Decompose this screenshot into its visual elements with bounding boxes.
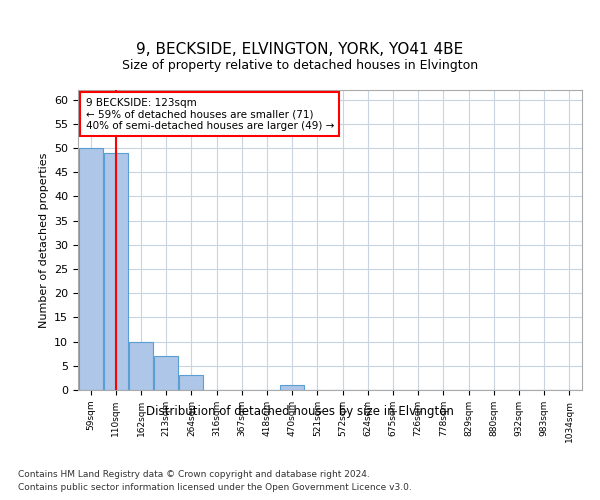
Text: 9 BECKSIDE: 123sqm
← 59% of detached houses are smaller (71)
40% of semi-detache: 9 BECKSIDE: 123sqm ← 59% of detached hou… — [86, 98, 334, 130]
Text: Size of property relative to detached houses in Elvington: Size of property relative to detached ho… — [122, 60, 478, 72]
Bar — [154, 356, 178, 390]
Bar — [104, 153, 128, 390]
Text: Distribution of detached houses by size in Elvington: Distribution of detached houses by size … — [146, 405, 454, 418]
Y-axis label: Number of detached properties: Number of detached properties — [38, 152, 49, 328]
Text: 9, BECKSIDE, ELVINGTON, YORK, YO41 4BE: 9, BECKSIDE, ELVINGTON, YORK, YO41 4BE — [136, 42, 464, 58]
Text: Contains HM Land Registry data © Crown copyright and database right 2024.: Contains HM Land Registry data © Crown c… — [18, 470, 370, 479]
Text: Contains public sector information licensed under the Open Government Licence v3: Contains public sector information licen… — [18, 482, 412, 492]
Bar — [129, 342, 153, 390]
Bar — [79, 148, 103, 390]
Bar — [179, 376, 203, 390]
Bar — [280, 385, 304, 390]
